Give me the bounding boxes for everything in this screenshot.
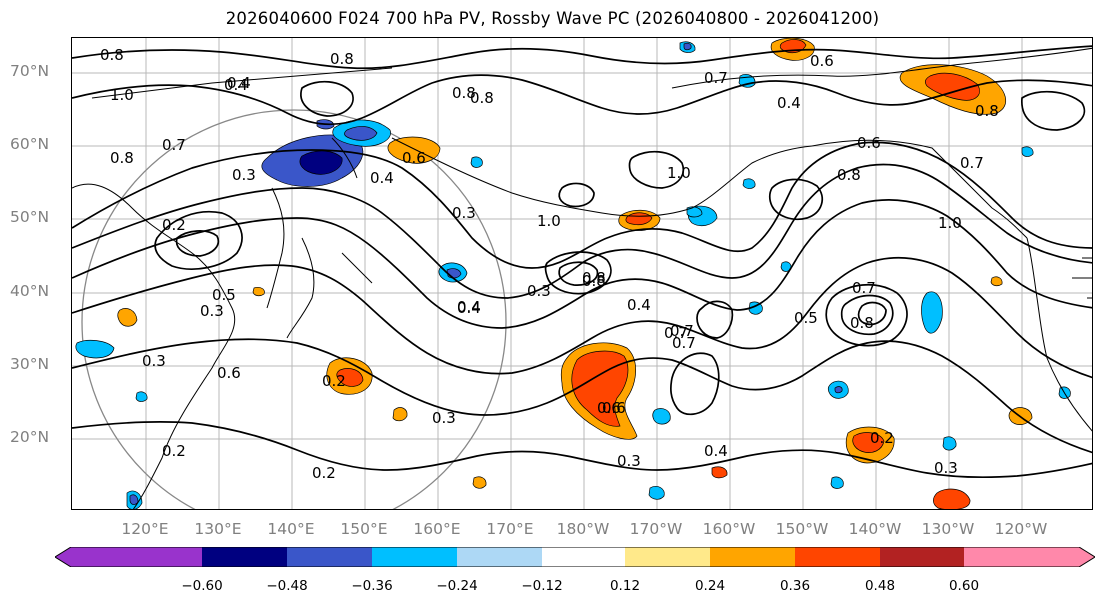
contour-label: 0.4 — [227, 74, 251, 92]
contour-label: 0.5 — [212, 286, 236, 304]
contour-label: 0.8 — [850, 314, 874, 332]
contour-label: 0.8 — [100, 46, 124, 64]
contour-label: 0.6 — [602, 399, 626, 417]
contour-label: 0.3 — [432, 409, 456, 427]
colorbar-tick-label: −0.24 — [436, 578, 478, 594]
colorbar-segment — [457, 547, 542, 567]
colorbar-segment — [964, 547, 1095, 567]
contour-label: 0.7 — [670, 322, 694, 340]
lon-label-140w: 140°W — [848, 520, 902, 538]
contour-label: 0.7 — [704, 69, 728, 87]
colorbar — [54, 546, 1096, 568]
gray-circle — [81, 109, 507, 509]
colorbar-segment — [795, 547, 880, 567]
contour-label: 0.8 — [330, 50, 354, 68]
lon-label-160e: 160°E — [413, 520, 461, 538]
lon-label-120w: 120°W — [994, 520, 1048, 538]
contour-label: 0.6 — [217, 364, 241, 382]
lon-label-180w: 180°W — [556, 520, 610, 538]
lat-label-30n: 30°N — [10, 355, 50, 373]
contour-label: 0.2 — [870, 429, 894, 447]
contour-label: 0.3 — [617, 452, 641, 470]
lon-label-150e: 150°E — [340, 520, 388, 538]
map-panel: 0.8 0.8 1.0 0.8 0.7 0.4 0.3 0.2 0.4 0.6 … — [71, 37, 1093, 510]
colorbar-segment — [625, 547, 710, 567]
lon-label-170w: 170°W — [629, 520, 683, 538]
colorbar-segment — [55, 547, 202, 567]
contour-label: 0.8 — [582, 272, 606, 290]
contour-label: 0.3 — [232, 166, 256, 184]
colorbar-segment — [542, 547, 625, 567]
contour-label: 0.8 — [582, 269, 606, 287]
lat-label-40n: 40°N — [10, 282, 50, 300]
contour-label: 0.8 — [452, 84, 476, 102]
colorbar-tick-label: −0.36 — [351, 578, 393, 594]
contour-label: 0.7 — [960, 154, 984, 172]
colorbar-tick-label: 0.24 — [694, 578, 726, 594]
contour-label: 0.6 — [402, 149, 426, 167]
contour-label: 0.8 — [837, 166, 861, 184]
lat-label-50n: 50°N — [10, 208, 50, 226]
contour-label: 0.3 — [142, 352, 166, 370]
colorbar-segment — [880, 547, 964, 567]
lon-label-160w: 160°W — [702, 520, 756, 538]
colorbar-tick-label: 0.60 — [948, 578, 980, 594]
contour-label: 0.4 — [457, 299, 481, 317]
contour-label: 0.3 — [527, 282, 551, 300]
contour-label: 0.4 — [627, 296, 651, 314]
contour-label: 0.3 — [934, 459, 958, 477]
colorbar-tick-label: 0.36 — [779, 578, 811, 594]
lat-label-60n: 60°N — [10, 135, 50, 153]
contour-label: 0.4 — [370, 169, 394, 187]
contour-label: 0.8 — [975, 102, 999, 120]
lon-label-140e: 140°E — [267, 520, 315, 538]
colorbar-tick-label: 0.12 — [609, 578, 641, 594]
colorbar-segment — [202, 547, 287, 567]
contour-label: 0.6 — [810, 52, 834, 70]
contour-label: 0.7 — [852, 279, 876, 297]
contour-label: 0.4 — [704, 442, 728, 460]
contour-label: 0.5 — [794, 309, 818, 327]
contour-label: 0.6 — [857, 134, 881, 152]
colorbar-segment — [710, 547, 795, 567]
map-title: 2026040600 F024 700 hPa PV, Rossby Wave … — [225, 9, 880, 28]
lon-label-170e: 170°E — [486, 520, 534, 538]
lon-label-120e: 120°E — [121, 520, 169, 538]
contour-label: 0.2 — [162, 216, 186, 234]
colorbar-segment — [287, 547, 372, 567]
contour-label: 0.4 — [777, 94, 801, 112]
pv-contours — [72, 45, 1092, 479]
contour-label: 0.2 — [312, 464, 336, 482]
contour-label: 1.0 — [667, 164, 691, 182]
contour-label: 0.7 — [672, 334, 696, 352]
contour-label: 1.0 — [537, 212, 561, 230]
colorbar-tick-label: 0.48 — [864, 578, 896, 594]
lat-label-20n: 20°N — [10, 428, 50, 446]
colorbar-tick-label: −0.12 — [521, 578, 563, 594]
contour-label: 0.7 — [664, 324, 688, 342]
contour-label: 1.0 — [110, 86, 134, 104]
contour-label: 0.4 — [457, 298, 481, 316]
pv-anomaly-fills — [75, 38, 1071, 509]
contour-label: 0.7 — [162, 136, 186, 154]
lon-label-130w: 130°W — [921, 520, 975, 538]
contour-label: 0.4 — [224, 76, 248, 94]
lon-label-130e: 130°E — [194, 520, 242, 538]
colorbar-tick-label: −0.60 — [181, 578, 223, 594]
contour-label: 0.3 — [452, 204, 476, 222]
contour-labels: 0.8 0.8 1.0 0.8 0.7 0.4 0.3 0.2 0.4 0.6 … — [100, 46, 999, 482]
colorbar-segment — [372, 547, 457, 567]
contour-label: 1.0 — [938, 214, 962, 232]
contour-label: 0.2 — [162, 442, 186, 460]
contour-label: 0.8 — [110, 149, 134, 167]
contour-label: 0.2 — [322, 372, 346, 390]
lon-label-150w: 150°W — [775, 520, 829, 538]
contour-label: 0.6 — [597, 399, 621, 417]
lat-label-70n: 70°N — [10, 62, 50, 80]
contour-label: 0.8 — [470, 89, 494, 107]
coastlines — [72, 47, 1092, 509]
contour-label: 0.3 — [200, 302, 224, 320]
colorbar-tick-label: −0.48 — [266, 578, 308, 594]
